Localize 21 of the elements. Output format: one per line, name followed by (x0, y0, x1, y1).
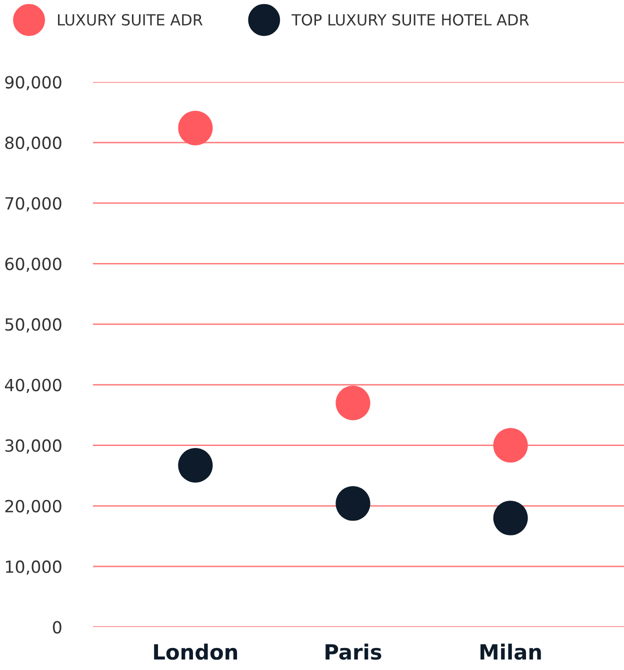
x-tick-label: Paris (326, 644, 382, 660)
y-tick-label: 90,000 (5, 76, 62, 90)
y-tick-label: 60,000 (5, 258, 62, 272)
point (493, 500, 528, 536)
y-tick-label: 20,000 (5, 500, 62, 514)
point (493, 428, 528, 463)
x-tick-label: Milan (480, 644, 541, 660)
x-tick-label: London (154, 644, 238, 660)
point (336, 486, 370, 521)
y-tick-label: 30,000 (5, 439, 62, 454)
y-tick-label: 50,000 (5, 318, 62, 332)
y-tick-label: 10,000 (6, 560, 62, 575)
legend-label: LUXURY SUITE ADR (58, 14, 203, 26)
y-tick-label: 40,000 (4, 378, 62, 394)
point (178, 110, 213, 146)
point (178, 448, 213, 483)
point (336, 386, 370, 420)
legend-label: TOP LUXURY SUITE HOTEL ADR (292, 14, 529, 26)
y-tick-label: 70,000 (5, 197, 62, 212)
y-tick-label: 0 (52, 620, 62, 634)
y-tick-label: 80,000 (5, 136, 62, 151)
